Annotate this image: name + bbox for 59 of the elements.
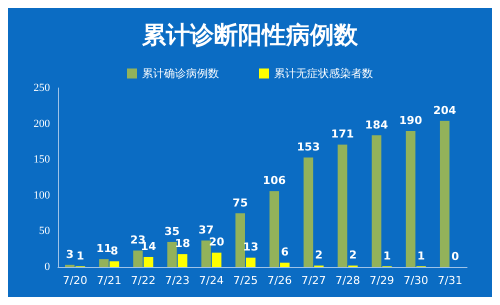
data-label: 2 xyxy=(349,248,357,262)
data-label: 8 xyxy=(110,244,118,258)
bar xyxy=(372,135,382,267)
data-label: 1 xyxy=(383,249,391,262)
y-tick-label: 0 xyxy=(44,261,50,273)
x-tick-label: 7/31 xyxy=(438,274,462,287)
bar xyxy=(246,258,256,267)
x-tick-label: 7/23 xyxy=(164,274,190,287)
data-label: 153 xyxy=(296,140,320,154)
bar xyxy=(212,252,222,267)
x-tick-label: 7/30 xyxy=(404,274,428,287)
x-tick-label: 7/25 xyxy=(233,274,258,287)
data-label: 20 xyxy=(208,236,225,249)
data-label: 0 xyxy=(451,250,460,263)
data-label: 184 xyxy=(365,118,388,132)
bar xyxy=(178,254,188,267)
bar xyxy=(201,240,211,267)
data-label: 18 xyxy=(174,237,190,250)
bar xyxy=(406,130,416,267)
bar xyxy=(280,262,290,267)
data-label: 3 xyxy=(66,248,74,261)
y-tick-label: 250 xyxy=(34,82,50,94)
data-label: 35 xyxy=(164,224,180,238)
bar xyxy=(144,256,154,267)
data-label: 6 xyxy=(280,246,289,259)
x-tick-label: 7/20 xyxy=(62,274,88,287)
x-tick-label: 7/24 xyxy=(199,274,224,287)
x-tick-label: 7/27 xyxy=(301,274,326,287)
data-label: 106 xyxy=(262,174,286,188)
data-label: 204 xyxy=(433,104,457,117)
y-tick-label: 200 xyxy=(34,118,50,130)
data-label: 2 xyxy=(315,248,323,262)
bar xyxy=(110,261,120,267)
legend-label: 累计确诊病例数 xyxy=(142,67,219,80)
bar xyxy=(304,157,314,267)
bar xyxy=(133,250,143,267)
data-label: 171 xyxy=(330,128,354,141)
x-tick-label: 7/26 xyxy=(267,274,292,287)
data-label: 1 xyxy=(417,249,425,262)
x-tick-label: 7/28 xyxy=(335,274,360,287)
data-label: 1 xyxy=(76,249,84,262)
data-label: 11 xyxy=(96,242,112,256)
data-label: 37 xyxy=(198,224,214,237)
bar xyxy=(167,242,177,267)
chart-title: 累计诊断阳性病例数 xyxy=(141,21,359,49)
y-tick-label: 50 xyxy=(39,225,50,238)
x-tick-label: 7/22 xyxy=(130,274,156,287)
bar xyxy=(235,213,245,267)
bar xyxy=(440,120,450,267)
bar xyxy=(99,259,109,267)
x-tick-label: 7/29 xyxy=(369,274,394,287)
y-tick-label: 150 xyxy=(34,154,50,166)
data-label: 190 xyxy=(399,114,422,127)
bar xyxy=(338,144,348,267)
data-label: 75 xyxy=(232,196,248,210)
y-tick-label: 100 xyxy=(34,189,50,202)
bar xyxy=(270,191,280,267)
x-tick-label: 7/21 xyxy=(96,274,122,287)
legend-label: 累计无症状感染者数 xyxy=(274,67,373,80)
